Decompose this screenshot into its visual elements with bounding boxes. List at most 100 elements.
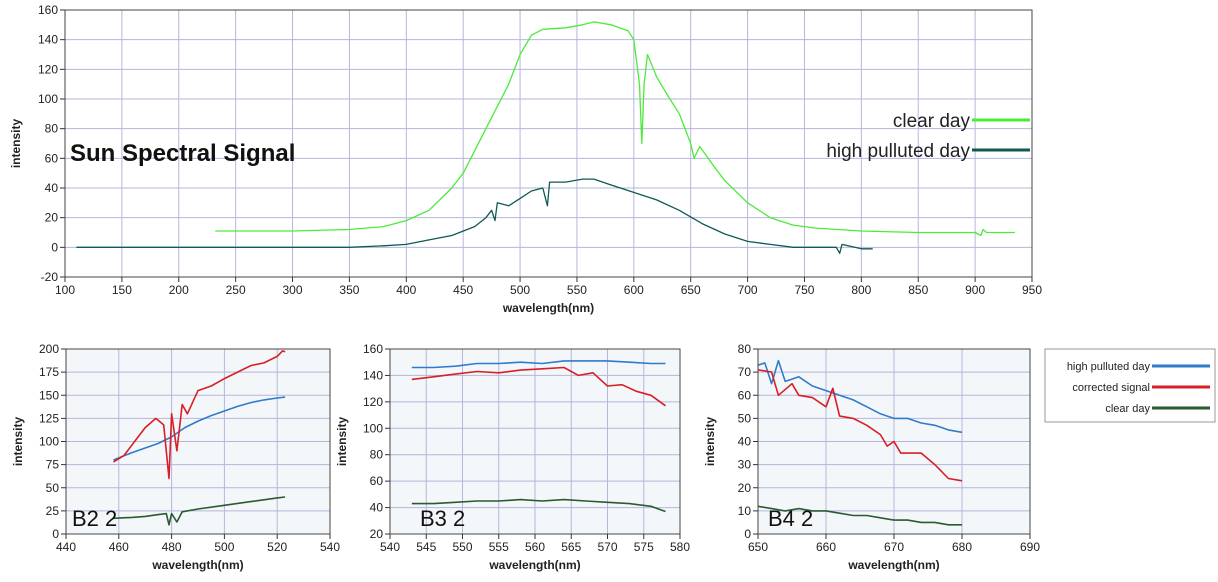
plot-frame (389, 348, 681, 535)
y-tick-label: 80 (370, 448, 384, 462)
y-axis-label: intensity (9, 119, 23, 169)
x-tick-label: 690 (1020, 540, 1040, 554)
x-tick-label: 650 (681, 283, 701, 297)
y-tick-label: 75 (46, 458, 60, 472)
x-tick-label: 520 (267, 540, 287, 554)
series-line-high-pulluted-day (411, 360, 666, 369)
x-tick-label: 650 (748, 540, 768, 554)
series-line-high-pulluted-day (113, 396, 286, 461)
x-tick-label: 575 (634, 540, 654, 554)
legend-label: high pulluted day (1067, 361, 1151, 373)
y-tick-label: 60 (738, 388, 752, 402)
y-tick-label: 30 (738, 458, 752, 472)
y-tick-label: 60 (45, 151, 59, 165)
panel-annotation: B4 2 (768, 506, 813, 531)
x-axis-label: wavelength(nm) (847, 558, 939, 572)
x-tick-label: 480 (162, 540, 182, 554)
chart-b2: 440 460 480 500 520 540 0 25 50 75 100 125 150 175 200… (11, 342, 340, 572)
x-tick-label: 150 (112, 283, 132, 297)
x-tick-label: 600 (624, 283, 644, 297)
panel-annotation: B2 2 (72, 506, 117, 531)
x-tick-label: 580 (670, 540, 690, 554)
y-tick-label: 100 (39, 435, 59, 449)
y-tick-label: 20 (370, 527, 384, 541)
y-tick-label: 70 (738, 365, 752, 379)
x-tick-label: 550 (452, 540, 472, 554)
chart-b4: 650 660 670 680 690 0 10 20 30 40 50 60 70 80 waveleng… (703, 342, 1040, 572)
plot-frame (757, 348, 1031, 535)
y-tick-label: 10 (738, 504, 752, 518)
y-tick-label: 140 (38, 33, 58, 47)
x-tick-label: 850 (908, 283, 928, 297)
series-line-clear-day (757, 505, 962, 526)
y-tick-label: 0 (744, 527, 751, 541)
y-tick-label: 50 (738, 411, 752, 425)
x-tick-label: 800 (851, 283, 871, 297)
x-tick-label: 200 (169, 283, 189, 297)
x-tick-label: 545 (416, 540, 436, 554)
legend-label: high pulluted day (826, 141, 970, 162)
x-tick-label: 680 (952, 540, 972, 554)
chart-b3: 540 545 550 555 560 565 570 575 580 20 40 60 80 100 12… (335, 342, 690, 572)
x-tick-label: 555 (489, 540, 509, 554)
x-axis-label: wavelength(nm) (151, 558, 243, 572)
y-tick-label: 0 (51, 240, 58, 254)
x-tick-label: 250 (226, 283, 246, 297)
y-tick-label: 40 (45, 181, 59, 195)
y-tick-label: 0 (52, 527, 59, 541)
x-tick-label: 500 (214, 540, 234, 554)
x-tick-label: 540 (320, 540, 340, 554)
x-tick-label: 750 (794, 283, 814, 297)
x-tick-label: 670 (884, 540, 904, 554)
y-tick-label: 60 (370, 474, 384, 488)
x-tick-label: 950 (1022, 283, 1042, 297)
y-tick-label: -20 (41, 270, 59, 284)
panel-annotation: B3 2 (420, 506, 465, 531)
plot-frame (65, 348, 331, 535)
y-tick-label: 50 (46, 481, 60, 495)
x-axis-label: wavelength(nm) (502, 301, 594, 315)
series-line-corrected-signal (757, 369, 963, 482)
x-tick-label: 550 (567, 283, 587, 297)
y-tick-label: 80 (45, 122, 59, 136)
x-tick-label: 300 (283, 283, 303, 297)
plot-area (65, 10, 1032, 277)
y-axis-label: intensity (335, 417, 349, 467)
x-tick-label: 450 (453, 283, 473, 297)
y-tick-label: 40 (738, 435, 752, 449)
y-tick-label: 25 (46, 504, 60, 518)
bottom-legend: high pulluted day corrected signal clear d… (1044, 348, 1216, 423)
x-tick-label: 460 (109, 540, 129, 554)
y-axis-label: intensity (703, 417, 717, 467)
legend-label: corrected signal (1072, 382, 1150, 394)
y-tick-label: 120 (363, 395, 383, 409)
plot-frame (64, 9, 1033, 278)
x-tick-label: 570 (597, 540, 617, 554)
legend-label: clear day (1105, 403, 1150, 415)
x-tick-label: 560 (525, 540, 545, 554)
legend-label: clear day (893, 111, 971, 132)
x-tick-label: 900 (965, 283, 985, 297)
x-tick-label: 660 (816, 540, 836, 554)
y-tick-label: 100 (38, 92, 58, 106)
y-axis-label: intensity (11, 417, 25, 467)
series-line-high-pulluted-day (76, 178, 873, 254)
x-tick-label: 500 (510, 283, 530, 297)
x-tick-label: 100 (55, 283, 75, 297)
x-tick-label: 540 (380, 540, 400, 554)
series-line-corrected-signal (411, 366, 666, 407)
y-tick-label: 175 (39, 365, 59, 379)
x-tick-label: 700 (738, 283, 758, 297)
series-line-clear-day (411, 498, 666, 513)
x-axis-label: wavelength(nm) (488, 558, 580, 572)
y-tick-label: 140 (363, 368, 383, 382)
x-tick-label: 440 (56, 540, 76, 554)
chart-title: Sun Spectral Signal (70, 140, 295, 167)
y-tick-label: 160 (363, 342, 383, 356)
y-tick-label: 125 (39, 411, 59, 425)
y-tick-label: 120 (38, 62, 58, 76)
x-tick-label: 565 (561, 540, 581, 554)
y-tick-label: 150 (39, 388, 59, 402)
y-tick-label: 80 (738, 342, 752, 356)
